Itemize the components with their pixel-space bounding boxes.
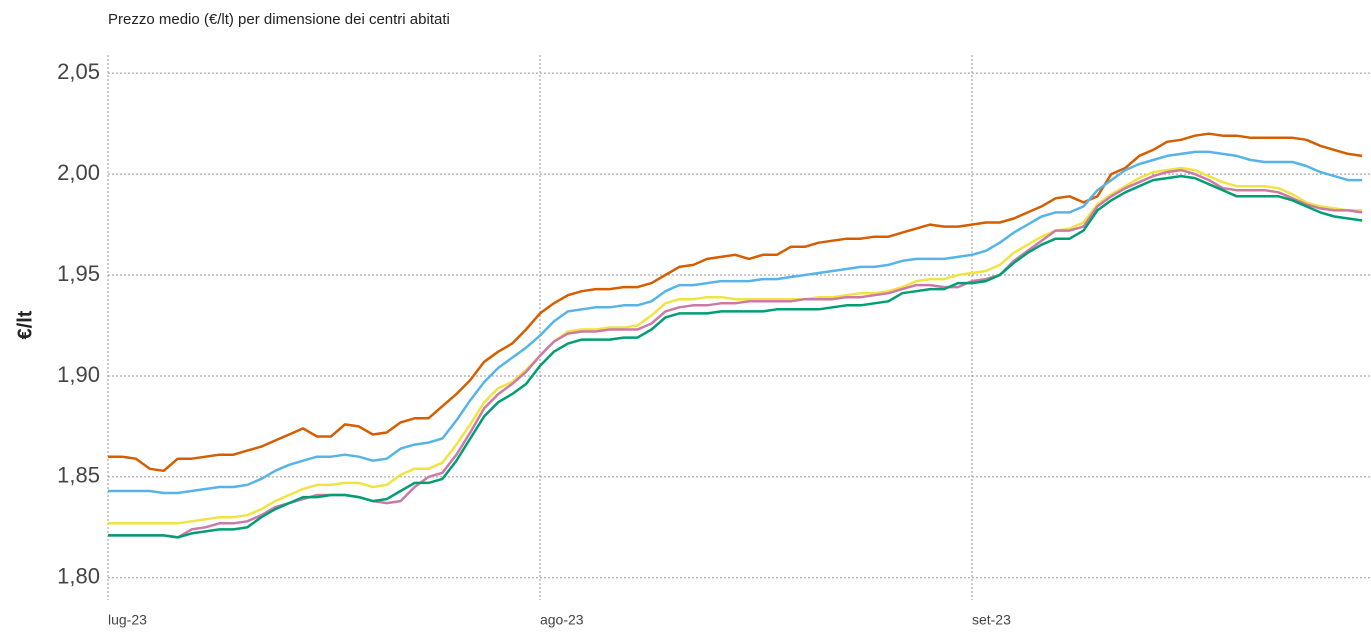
y-tick-label: 2,00: [57, 160, 100, 185]
y-tick-label: 2,05: [57, 59, 100, 84]
series-line: [108, 132, 1363, 473]
chart-title: Prezzo medio (€/lt) per dimensione dei c…: [108, 11, 450, 28]
x-tick-label: lug-23: [108, 612, 147, 628]
series-line: [108, 174, 1363, 539]
y-tick-label: 1,95: [57, 261, 100, 286]
x-tick-label: set-23: [972, 612, 1011, 628]
series-line: [108, 150, 1363, 495]
y-tick-label: 1,90: [57, 362, 100, 387]
series-line: [108, 166, 1363, 525]
y-axis-label: €/lt: [14, 310, 36, 339]
series-line: [108, 168, 1363, 539]
x-tick-label: ago-23: [540, 612, 584, 628]
y-tick-label: 1,85: [57, 463, 100, 488]
y-tick-label: 1,80: [57, 564, 100, 589]
